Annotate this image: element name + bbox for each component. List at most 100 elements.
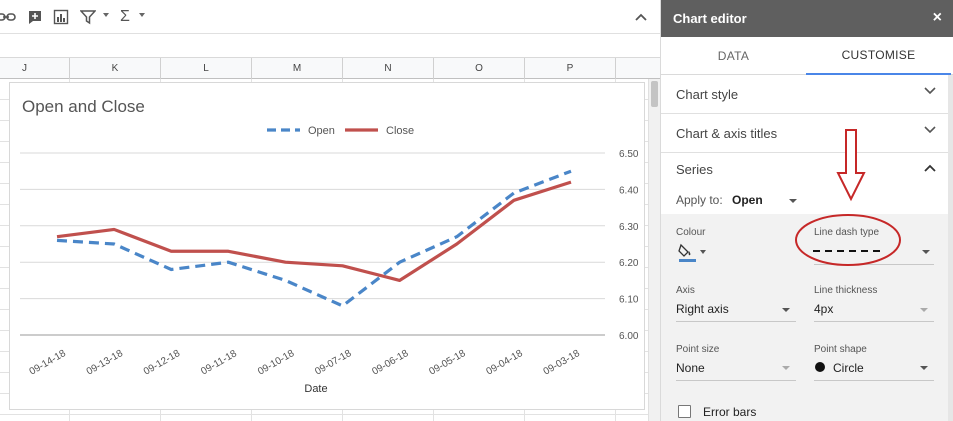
underline [814, 321, 934, 322]
x-tick-label: 09-13-18 [85, 348, 126, 378]
chevron-up-icon [924, 164, 936, 172]
x-tick-label: 09-06-18 [370, 348, 411, 378]
y-tick-label: 6.20 [619, 258, 639, 269]
column-header[interactable]: N [343, 58, 434, 79]
panel-tabs: DATA CUSTOMISE [661, 37, 953, 75]
apply-to-row: Apply to: Open [661, 182, 948, 214]
y-tick-label: 6.30 [619, 222, 639, 233]
apply-to-select[interactable]: Open [732, 193, 763, 207]
column-header[interactable]: L [161, 58, 252, 79]
x-tick-label: 09-11-18 [199, 348, 239, 377]
column-headers: J K L M N O P [0, 58, 660, 79]
point-size-select[interactable]: None [676, 361, 705, 375]
filter-icon[interactable] [79, 8, 97, 26]
y-tick-label: 6.50 [619, 149, 639, 160]
x-tick-label: 09-07-18 [313, 348, 354, 378]
tab-customise[interactable]: CUSTOMISE [806, 37, 951, 75]
line-thickness-dropdown-caret[interactable] [920, 308, 928, 312]
series-line-open [56, 169, 572, 308]
column-header[interactable] [616, 58, 656, 79]
column-header[interactable]: J [0, 58, 70, 79]
apply-to-label: Apply to: [676, 193, 723, 207]
filter-dropdown-caret[interactable] [103, 13, 109, 17]
axis-select[interactable]: Right axis [676, 302, 729, 316]
line-dash-dropdown-caret[interactable] [922, 250, 930, 254]
point-shape-select[interactable]: Circle [833, 361, 864, 375]
underline [814, 264, 934, 265]
line-thickness-select[interactable]: 4px [814, 302, 834, 316]
section-label: Chart style [676, 87, 739, 102]
series-settings [661, 182, 948, 421]
chevron-down-icon [924, 126, 936, 134]
insert-comment-icon[interactable] [26, 8, 44, 26]
functions-icon[interactable]: Σ [120, 8, 130, 25]
x-tick-label: 09-03-18 [542, 348, 583, 378]
column-header[interactable]: K [70, 58, 161, 79]
column-header[interactable]: M [252, 58, 343, 79]
line-chart: Open and Close Open Close 6.00 6.10 6.20 6.3… [20, 97, 639, 395]
underline [814, 380, 934, 381]
close-icon[interactable]: × [932, 9, 942, 26]
section-label: Chart & axis titles [676, 126, 778, 141]
point-size-label: Point size [676, 344, 720, 355]
section-series[interactable]: Series [661, 153, 948, 183]
x-tick-label: 09-10-18 [256, 348, 297, 378]
y-tick-label: 6.10 [619, 295, 639, 306]
annotation-arrow [836, 129, 866, 202]
point-shape-dropdown-caret[interactable] [920, 366, 928, 370]
tab-data[interactable]: DATA [717, 49, 750, 63]
fill-color-icon [678, 243, 706, 262]
legend-label-close: Close [386, 125, 414, 137]
chart-gridlines [20, 152, 605, 336]
y-tick-label: 6.40 [619, 185, 639, 196]
y-axis-ticks: 6.00 6.10 6.20 6.30 6.40 6.50 [619, 149, 639, 342]
scrollbar-thumb[interactable] [651, 81, 658, 107]
section-label: Series [676, 162, 713, 177]
panel-scrollbar[interactable] [948, 75, 953, 421]
apply-to-dropdown-caret[interactable] [789, 199, 797, 203]
chart-container[interactable]: Open and Close Open Close 6.00 6.10 6.20 6.3… [9, 82, 645, 410]
line-thickness-label: Line thickness [814, 285, 878, 296]
functions-dropdown-caret[interactable] [139, 13, 145, 17]
x-tick-label: 09-14-18 [28, 348, 69, 378]
x-tick-label: 09-12-18 [142, 348, 183, 378]
chart-series [56, 169, 572, 308]
x-tick-label: 09-05-18 [427, 348, 468, 378]
y-tick-label: 6.00 [619, 331, 639, 342]
x-axis-title: Date [304, 383, 327, 395]
collapse-icon[interactable] [634, 8, 648, 26]
chevron-down-icon [924, 87, 936, 95]
axis-dropdown-caret[interactable] [782, 308, 790, 312]
circle-shape-icon [815, 362, 825, 372]
error-bars-checkbox[interactable] [678, 405, 691, 418]
annotation-ellipse [795, 214, 901, 266]
section-chart-axis-titles[interactable]: Chart & axis titles [661, 114, 948, 153]
legend-label-open: Open [308, 125, 335, 137]
axis-label: Axis [676, 285, 695, 296]
chart-editor-panel: Chart editor × DATA CUSTOMISE Chart styl… [660, 0, 953, 421]
chart-title: Open and Close [22, 97, 145, 116]
underline [676, 321, 796, 322]
insert-chart-icon[interactable] [52, 8, 70, 26]
colour-picker[interactable] [676, 241, 712, 263]
point-shape-label: Point shape [814, 344, 867, 355]
error-bars-label: Error bars [703, 405, 757, 419]
series-line-close [56, 180, 572, 282]
spreadsheet-area: Σ J K L M N O P [0, 0, 660, 421]
colour-label: Colour [676, 227, 706, 238]
line-dash-label: Line dash type [814, 227, 880, 238]
chart-legend: Open Close [267, 125, 414, 137]
panel-title: Chart editor [673, 11, 747, 26]
column-header[interactable]: O [434, 58, 525, 79]
toolbar: Σ [0, 0, 660, 34]
point-size-dropdown-caret[interactable] [782, 366, 790, 370]
section-chart-style[interactable]: Chart style [661, 75, 948, 114]
link-icon[interactable] [0, 8, 16, 26]
underline [676, 380, 796, 381]
sheet-scrollbar[interactable] [648, 79, 660, 421]
x-tick-label: 09-04-18 [485, 348, 526, 378]
panel-header: Chart editor × [661, 0, 953, 37]
column-header[interactable]: P [525, 58, 616, 79]
formula-bar[interactable] [0, 34, 660, 58]
